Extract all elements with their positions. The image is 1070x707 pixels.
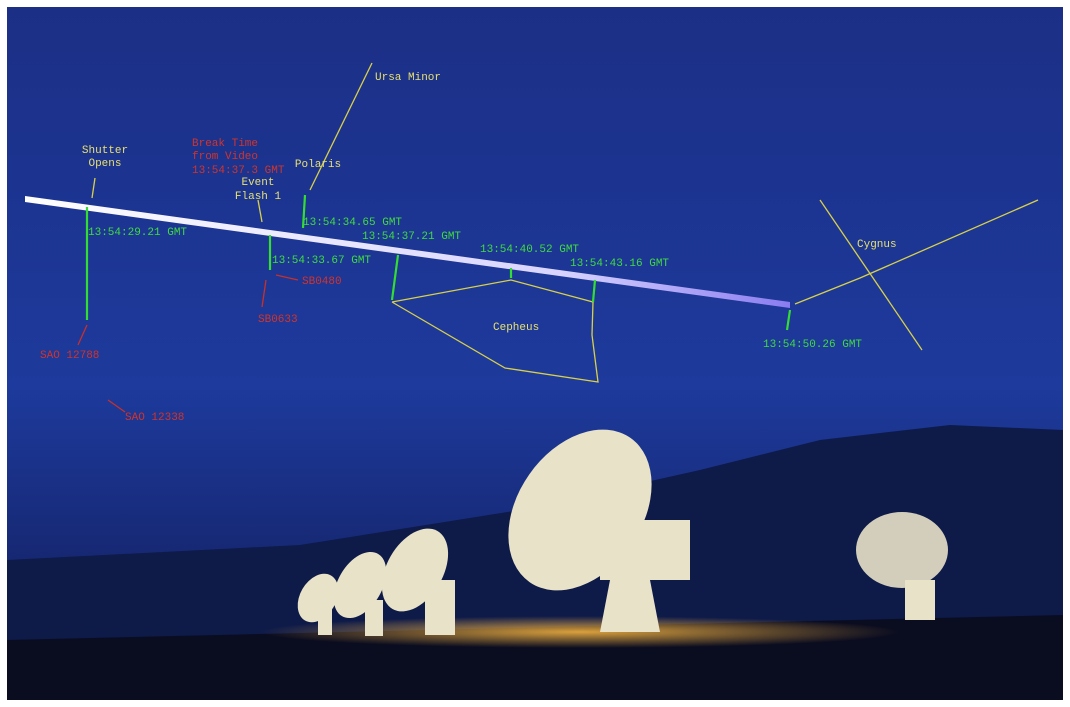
- label: Opens: [88, 158, 121, 170]
- label: Shutter: [82, 145, 128, 157]
- star-label: SAO 12788: [40, 350, 99, 362]
- label: Cepheus: [493, 322, 539, 334]
- label: Flash 1: [235, 191, 282, 203]
- ground-glow: [260, 616, 900, 648]
- time-label: 13:54:40.52 GMT: [480, 244, 579, 256]
- label: Event: [241, 177, 274, 189]
- star-label: SB0480: [302, 276, 342, 288]
- label: Break Time: [192, 138, 258, 150]
- label: Cygnus: [857, 239, 897, 251]
- label: 13:54:37.3 GMT: [192, 165, 285, 177]
- annotated-photo: Ursa Minor Polaris Cepheus Cygnus Shutte…: [0, 0, 1070, 707]
- time-label: 13:54:33.67 GMT: [272, 255, 371, 267]
- time-label: 13:54:37.21 GMT: [362, 231, 461, 243]
- time-label: 13:54:34.65 GMT: [303, 217, 402, 229]
- time-label: 13:54:50.26 GMT: [763, 339, 862, 351]
- star-label: SAO 12338: [125, 412, 184, 424]
- label: from Video: [192, 151, 258, 163]
- time-label: 13:54:29.21 GMT: [88, 227, 187, 239]
- label: Polaris: [295, 159, 341, 171]
- star-label: SB0633: [258, 314, 298, 326]
- label: Ursa Minor: [375, 72, 441, 84]
- time-label: 13:54:43.16 GMT: [570, 258, 669, 270]
